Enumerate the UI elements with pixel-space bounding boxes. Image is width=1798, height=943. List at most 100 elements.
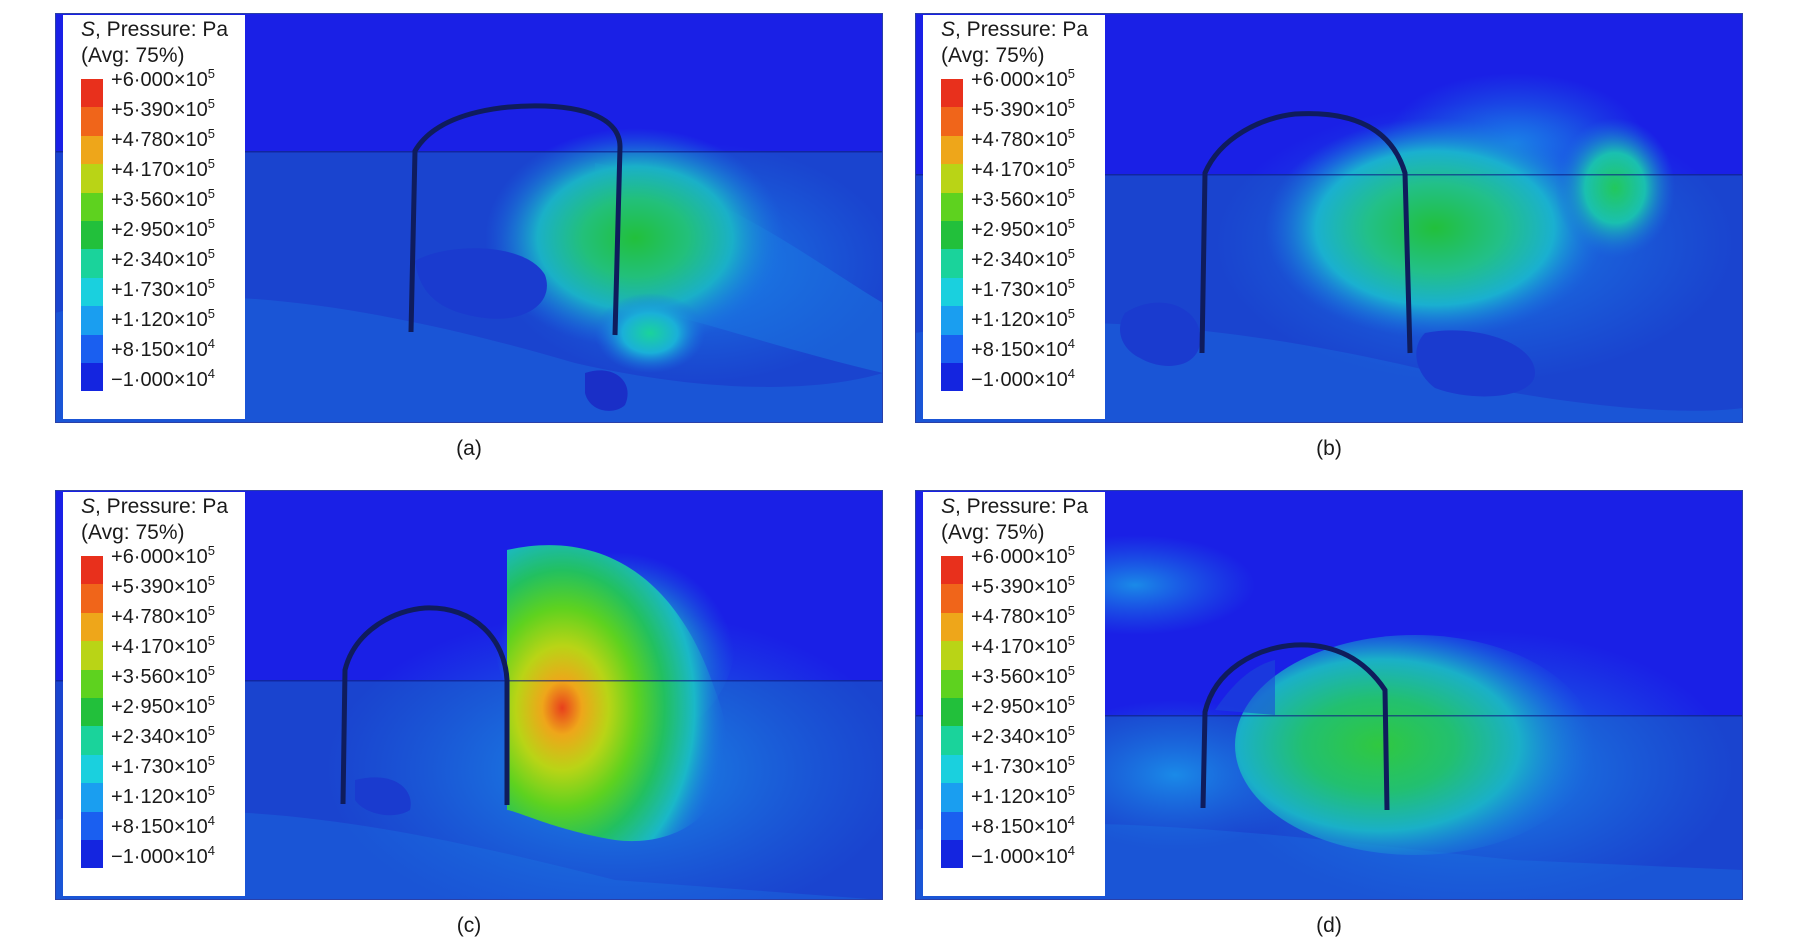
legend-title: S, Pressure: Pa (Avg: 75%) [941, 17, 1088, 69]
colorbar-tick-label: +4·780×105 [111, 603, 216, 628]
colorbar-tick-label: −1·000×104 [971, 843, 1076, 868]
colorbar-band [941, 277, 963, 307]
colorbar-band [941, 192, 963, 221]
colorbar-tick-label: +5·390×105 [111, 96, 216, 121]
colorbar-band [941, 306, 963, 335]
colorbar-tick-label: +6·000×105 [111, 543, 216, 568]
colorbar-tick-label: +6·000×105 [111, 66, 216, 91]
colorbar-tick-label: +3·560×105 [111, 186, 216, 211]
colorbar-tick-label: +8·150×104 [111, 813, 216, 838]
colorbar-tick-label: +4·170×105 [111, 156, 216, 181]
colorbar-band [81, 840, 103, 869]
legend-title: S, Pressure: Pa (Avg: 75%) [81, 17, 228, 69]
legend-title: S, Pressure: Pa (Avg: 75%) [81, 494, 228, 546]
colorbar-tick-label: +4·170×105 [971, 156, 1076, 181]
colorbar-band [941, 584, 963, 613]
colorbar-band [941, 811, 963, 840]
colorbar-band [81, 556, 103, 585]
colorbar-band [941, 556, 963, 585]
contour-panel-c: S, Pressure: Pa (Avg: 75%) +6·000×105 +5·39… [55, 490, 883, 900]
colorbar-tick-label: +8·150×104 [971, 336, 1076, 361]
legend-title-text: , Pressure: Pa [955, 18, 1089, 41]
colorbar-tick-label: +6·000×105 [971, 543, 1076, 568]
legend-avg-label: (Avg: 75%) [941, 521, 1045, 544]
legend-title-symbol: S [941, 18, 956, 41]
colorbar-tick-label: −1·000×104 [111, 366, 216, 391]
colorbar-tick-label: +1·730×105 [971, 276, 1076, 301]
colorbar-tick-label: +6·000×105 [971, 66, 1076, 91]
colorbar [941, 79, 963, 392]
legend-title-symbol: S [81, 495, 96, 518]
colorbar-band [941, 754, 963, 784]
colorbar-band [81, 612, 103, 642]
legend-title: S, Pressure: Pa (Avg: 75%) [941, 494, 1088, 546]
pressure-contour-plot-c [55, 490, 883, 900]
colorbar-band [941, 334, 963, 363]
colorbar-band [941, 107, 963, 136]
panel-caption-d: (d) [1316, 914, 1342, 937]
colorbar-tick-label: +4·780×105 [111, 126, 216, 151]
colorbar-band [941, 840, 963, 869]
colorbar-tick-label: +2·950×105 [111, 693, 216, 718]
colorbar-band [81, 164, 103, 193]
colorbar-tick-label: +2·950×105 [971, 216, 1076, 241]
colorbar [941, 556, 963, 869]
colorbar-band [81, 277, 103, 307]
colorbar-band [81, 811, 103, 840]
colorbar-band [941, 164, 963, 193]
colorbar-band [941, 726, 963, 755]
colorbar-tick-label: +3·560×105 [971, 186, 1076, 211]
colorbar-band [941, 669, 963, 698]
colorbar-tick-label: +2·950×105 [971, 693, 1076, 718]
colorbar-band [81, 221, 103, 250]
color-legend-a: S, Pressure: Pa (Avg: 75%) +6·000×105 +5·39… [63, 15, 245, 419]
legend-title-text: , Pressure: Pa [955, 495, 1089, 518]
colorbar-tick-label: −1·000×104 [111, 843, 216, 868]
colorbar-band [941, 698, 963, 727]
colorbar-band [81, 783, 103, 812]
panel-caption-c: (c) [456, 914, 482, 937]
colorbar-tick-label: +4·780×105 [971, 126, 1076, 151]
legend-title-symbol: S [81, 18, 96, 41]
colorbar-band [81, 107, 103, 136]
colorbar-band [941, 79, 963, 108]
colorbar-band [941, 783, 963, 812]
colorbar-band [941, 135, 963, 165]
colorbar-band [941, 221, 963, 250]
legend-avg-label: (Avg: 75%) [81, 521, 185, 544]
colorbar-tick-label: +4·170×105 [971, 633, 1076, 658]
colorbar-band [81, 698, 103, 727]
panel-caption-b: (b) [1316, 437, 1342, 460]
colorbar-band [941, 641, 963, 670]
colorbar-tick-label: +3·560×105 [111, 663, 216, 688]
legend-avg-label: (Avg: 75%) [941, 44, 1045, 67]
colorbar [81, 556, 103, 869]
colorbar-tick-label: +2·340×105 [111, 723, 216, 748]
colorbar-tick-label: +5·390×105 [111, 573, 216, 598]
colorbar-tick-label: +1·120×105 [971, 306, 1076, 331]
colorbar-tick-label: +8·150×104 [111, 336, 216, 361]
colorbar-tick-label: +5·390×105 [971, 573, 1076, 598]
colorbar-band [941, 612, 963, 642]
colorbar-band [81, 249, 103, 278]
colorbar-tick-label: +8·150×104 [971, 813, 1076, 838]
color-legend-b: S, Pressure: Pa (Avg: 75%) +6·000×105 +5·39… [923, 15, 1105, 419]
colorbar-tick-label: +1·120×105 [111, 306, 216, 331]
color-legend-c: S, Pressure: Pa (Avg: 75%) +6·000×105 +5·39… [63, 492, 245, 896]
colorbar-tick-label: +1·730×105 [971, 753, 1076, 778]
colorbar-tick-label: +3·560×105 [971, 663, 1076, 688]
colorbar-tick-label: +5·390×105 [971, 96, 1076, 121]
colorbar-tick-label: +2·340×105 [971, 246, 1076, 271]
panel-caption-a: (a) [456, 437, 482, 460]
colorbar-tick-label: +1·730×105 [111, 276, 216, 301]
contour-panel-d: S, Pressure: Pa (Avg: 75%) +6·000×105 +5·39… [915, 490, 1743, 900]
colorbar-band [81, 334, 103, 363]
colorbar-tick-label: +4·780×105 [971, 603, 1076, 628]
colorbar-tick-label: +2·340×105 [111, 246, 216, 271]
colorbar-tick-label: +2·340×105 [971, 723, 1076, 748]
colorbar-band [81, 726, 103, 755]
colorbar [81, 79, 103, 392]
colorbar-tick-label: +1·120×105 [971, 783, 1076, 808]
colorbar-band [81, 79, 103, 108]
legend-title-text: , Pressure: Pa [95, 495, 229, 518]
